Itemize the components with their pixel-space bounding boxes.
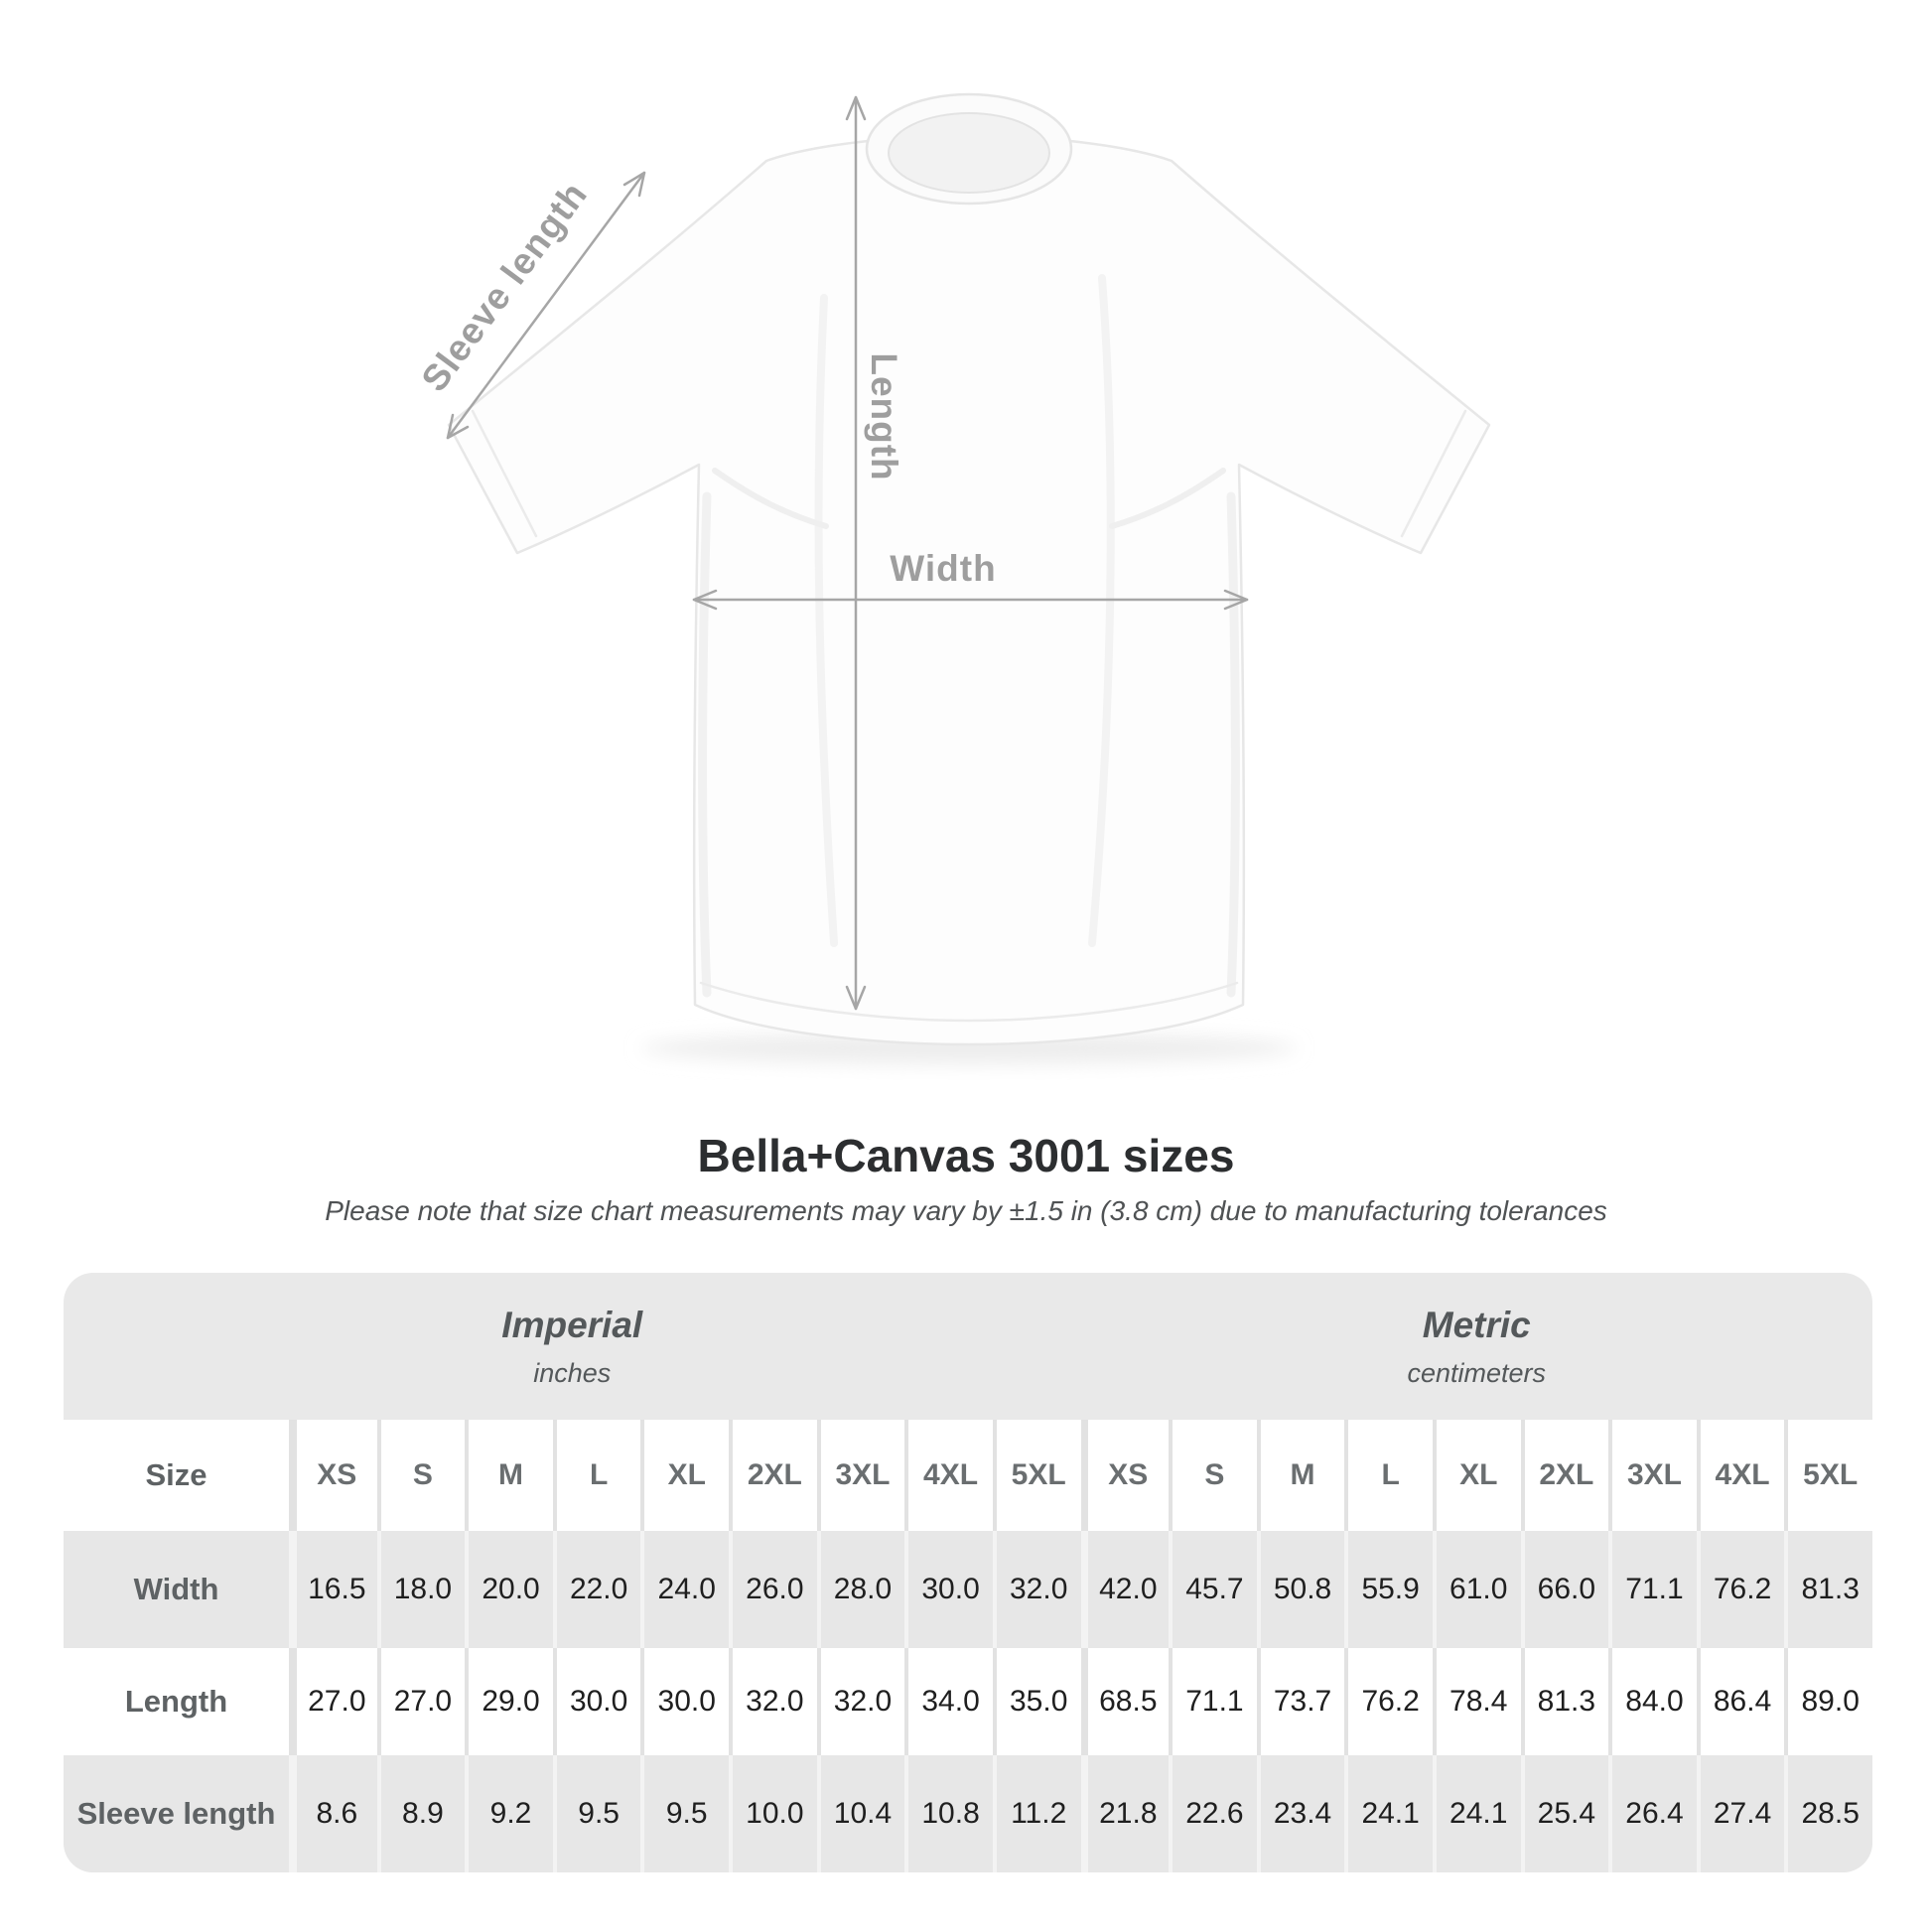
length-arrow bbox=[845, 95, 867, 1011]
size-col-header: XS bbox=[289, 1420, 377, 1531]
size-col-header: M bbox=[1256, 1420, 1345, 1531]
width-value: 30.0 bbox=[904, 1531, 993, 1648]
size-col-header: 2XL bbox=[1520, 1420, 1609, 1531]
width-value: 22.0 bbox=[552, 1531, 641, 1648]
sleeve-value: 9.2 bbox=[465, 1755, 553, 1872]
sleeve-value: 8.9 bbox=[376, 1755, 466, 1872]
imperial-unit: inches bbox=[533, 1357, 612, 1388]
length-value: 27.0 bbox=[289, 1648, 377, 1755]
length-value: 30.0 bbox=[640, 1648, 730, 1755]
size-col-header: M bbox=[465, 1420, 553, 1531]
width-value: 28.0 bbox=[816, 1531, 905, 1648]
length-value: 34.0 bbox=[904, 1648, 993, 1755]
length-value: 73.7 bbox=[1256, 1648, 1345, 1755]
width-value: 20.0 bbox=[465, 1531, 553, 1648]
length-value: 86.4 bbox=[1696, 1648, 1785, 1755]
length-value: 76.2 bbox=[1344, 1648, 1433, 1755]
width-value: 32.0 bbox=[992, 1531, 1081, 1648]
sleeve-value: 24.1 bbox=[1432, 1755, 1521, 1872]
size-col-header: L bbox=[552, 1420, 641, 1531]
sleeve-value: 21.8 bbox=[1080, 1755, 1170, 1872]
sleeve-value: 10.4 bbox=[816, 1755, 905, 1872]
sleeve-value: 26.4 bbox=[1608, 1755, 1697, 1872]
sleeve-value: 9.5 bbox=[552, 1755, 641, 1872]
width-value: 24.0 bbox=[640, 1531, 730, 1648]
tshirt-measurement-diagram: Sleeve length Length Width bbox=[414, 92, 1491, 1064]
width-arrow bbox=[692, 589, 1249, 611]
width-label: Width bbox=[890, 548, 996, 589]
sleeve-value: 22.6 bbox=[1169, 1755, 1257, 1872]
size-col-header: 5XL bbox=[1784, 1420, 1872, 1531]
metric-unit: centimeters bbox=[1407, 1357, 1547, 1388]
length-value: 84.0 bbox=[1608, 1648, 1697, 1755]
sleeve-row-label: Sleeve length bbox=[64, 1755, 289, 1872]
sleeve-value: 24.1 bbox=[1344, 1755, 1433, 1872]
width-value: 81.3 bbox=[1784, 1531, 1872, 1648]
length-value: 78.4 bbox=[1432, 1648, 1521, 1755]
tolerance-note: Please note that size chart measurements… bbox=[325, 1195, 1607, 1226]
length-value: 89.0 bbox=[1784, 1648, 1872, 1755]
width-value: 71.1 bbox=[1608, 1531, 1697, 1648]
collar-opening bbox=[888, 112, 1050, 194]
sleeve-value: 8.6 bbox=[289, 1755, 377, 1872]
width-value: 45.7 bbox=[1169, 1531, 1257, 1648]
size-col-header: S bbox=[1169, 1420, 1257, 1531]
size-col-header: 2XL bbox=[729, 1420, 817, 1531]
length-value: 71.1 bbox=[1169, 1648, 1257, 1755]
tshirt-body bbox=[447, 139, 1491, 1046]
sleeve-value: 27.4 bbox=[1696, 1755, 1785, 1872]
length-value: 32.0 bbox=[816, 1648, 905, 1755]
width-row-label: Width bbox=[64, 1531, 289, 1648]
length-value: 81.3 bbox=[1520, 1648, 1609, 1755]
sleeve-value: 10.8 bbox=[904, 1755, 993, 1872]
size-col-header: 3XL bbox=[816, 1420, 905, 1531]
width-value: 66.0 bbox=[1520, 1531, 1609, 1648]
imperial-group-header: Imperial inches bbox=[64, 1273, 1081, 1420]
size-col-header: XL bbox=[640, 1420, 730, 1531]
length-label: Length bbox=[864, 352, 904, 481]
size-chart-table: Imperial inches Metric centimeters Size … bbox=[64, 1273, 1872, 1872]
length-value: 35.0 bbox=[992, 1648, 1081, 1755]
width-value: 76.2 bbox=[1696, 1531, 1785, 1648]
length-value: 68.5 bbox=[1080, 1648, 1170, 1755]
width-value: 50.8 bbox=[1256, 1531, 1345, 1648]
size-col-header: S bbox=[376, 1420, 466, 1531]
size-col-header: 5XL bbox=[992, 1420, 1081, 1531]
size-col-header: 4XL bbox=[904, 1420, 993, 1531]
width-value: 16.5 bbox=[289, 1531, 377, 1648]
metric-group-header: Metric centimeters bbox=[1081, 1273, 1873, 1420]
length-value: 30.0 bbox=[552, 1648, 641, 1755]
sleeve-value: 10.0 bbox=[729, 1755, 817, 1872]
sleeve-value: 23.4 bbox=[1256, 1755, 1345, 1872]
size-col-header: L bbox=[1344, 1420, 1433, 1531]
shirt-shadow bbox=[641, 1033, 1297, 1064]
size-col-header: XL bbox=[1432, 1420, 1521, 1531]
imperial-label: Imperial bbox=[501, 1304, 643, 1345]
length-value: 27.0 bbox=[376, 1648, 466, 1755]
size-col-header: 4XL bbox=[1696, 1420, 1785, 1531]
width-value: 55.9 bbox=[1344, 1531, 1433, 1648]
width-value: 18.0 bbox=[376, 1531, 466, 1648]
sleeve-value: 25.4 bbox=[1520, 1755, 1609, 1872]
page-title: Bella+Canvas 3001 sizes bbox=[697, 1130, 1235, 1181]
width-value: 42.0 bbox=[1080, 1531, 1170, 1648]
sleeve-value: 9.5 bbox=[640, 1755, 730, 1872]
length-value: 32.0 bbox=[729, 1648, 817, 1755]
dimension-arrows bbox=[446, 95, 1249, 1011]
sleeve-value: 11.2 bbox=[992, 1755, 1081, 1872]
metric-label: Metric bbox=[1422, 1304, 1531, 1345]
size-col-header: XS bbox=[1080, 1420, 1170, 1531]
width-value: 61.0 bbox=[1432, 1531, 1521, 1648]
size-col-header: 3XL bbox=[1608, 1420, 1697, 1531]
sleeve-value: 28.5 bbox=[1784, 1755, 1872, 1872]
width-value: 26.0 bbox=[729, 1531, 817, 1648]
length-value: 29.0 bbox=[465, 1648, 553, 1755]
sleeve-length-arrow bbox=[446, 171, 646, 440]
size-row-label: Size bbox=[64, 1420, 289, 1531]
length-row-label: Length bbox=[64, 1648, 289, 1755]
